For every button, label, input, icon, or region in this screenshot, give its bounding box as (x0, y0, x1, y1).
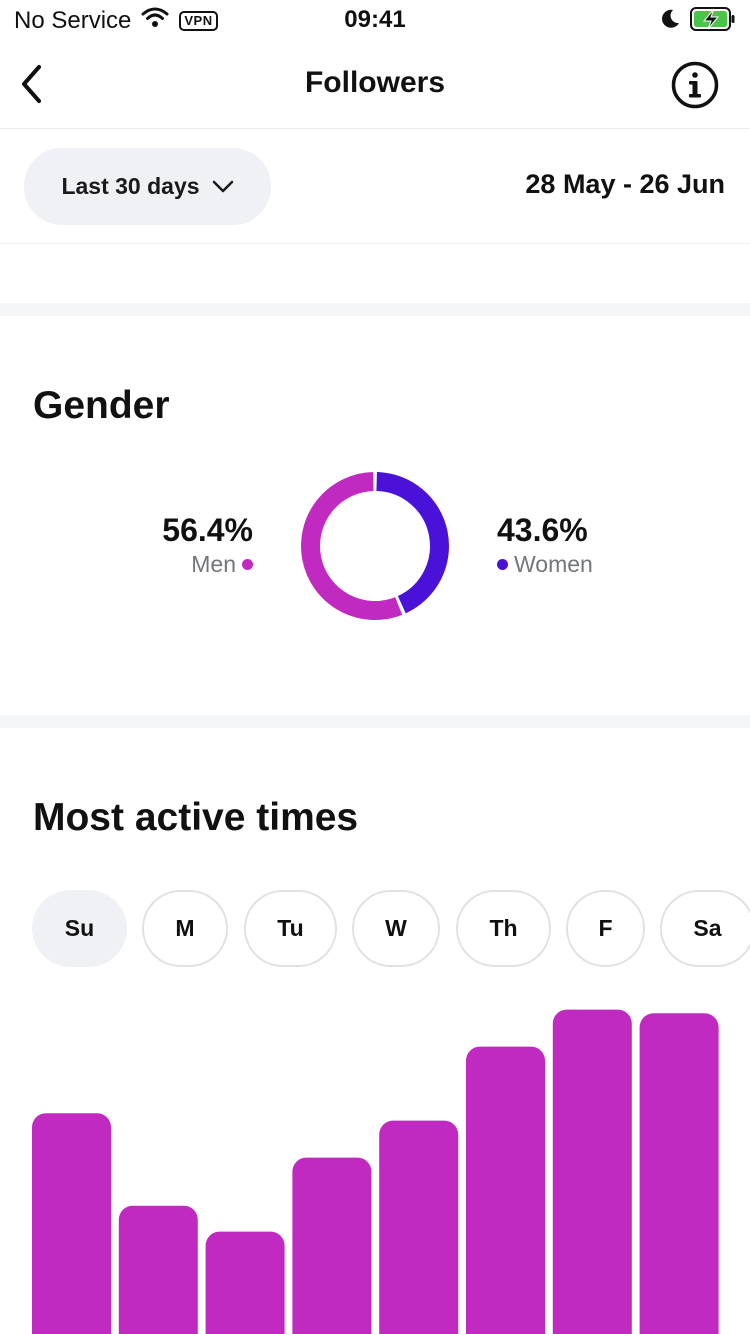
tab-tu[interactable]: Tu (244, 890, 337, 967)
women-label: Women (514, 551, 593, 577)
day-tabs: Su M Tu W Th F Sa (0, 890, 750, 968)
bar-4 (292, 1157, 372, 1334)
page-title: Followers (304, 66, 446, 99)
tab-su[interactable]: Su (32, 890, 127, 967)
men-percent: 56.4% (162, 512, 253, 548)
bar-7 (552, 1009, 632, 1334)
active-times-title: Most active times (33, 796, 359, 839)
men-label: Men (191, 551, 236, 577)
women-percent: 43.6% (497, 512, 588, 548)
tab-f[interactable]: F (566, 890, 645, 967)
date-range-text: 28 May - 26 Jun (525, 169, 725, 199)
women-dot (497, 559, 508, 570)
carrier-text: No Service (14, 6, 132, 34)
vpn-badge: VPN (179, 10, 218, 31)
status-right (660, 7, 736, 36)
women-legend: Women (497, 551, 593, 578)
men-legend: Men (162, 551, 253, 578)
bar-3 (205, 1231, 285, 1334)
battery-charging-icon (690, 7, 736, 36)
tab-m[interactable]: M (142, 890, 228, 967)
bar-1 (32, 1113, 111, 1334)
men-dot (242, 559, 253, 570)
section-divider (0, 715, 750, 728)
filter-row: Last 30 days 28 May - 26 Jun (0, 129, 750, 244)
back-button[interactable] (10, 60, 54, 108)
nav-bar: Followers (0, 40, 750, 129)
chevron-down-icon (212, 180, 233, 192)
men-slice (301, 472, 403, 620)
wifi-icon (141, 6, 169, 35)
info-button[interactable] (670, 60, 720, 110)
info-icon (671, 61, 719, 109)
gender-donut-chart (301, 472, 449, 620)
status-bar: No Service VPN 09:41 (0, 0, 750, 40)
section-divider (0, 303, 750, 316)
bar-5 (379, 1120, 459, 1334)
bar-6 (466, 1046, 545, 1334)
chevron-left-icon (22, 65, 41, 103)
bar-2 (118, 1205, 198, 1334)
tab-th[interactable]: Th (456, 890, 551, 967)
women-slice (376, 472, 449, 614)
status-left: No Service VPN (14, 6, 218, 35)
active-times-bar-chart (32, 1009, 719, 1334)
bar-8 (639, 1013, 719, 1334)
date-range-dropdown[interactable]: Last 30 days (24, 148, 271, 225)
women-stat: 43.6% Women (497, 512, 593, 578)
men-stat: 56.4% Men (162, 512, 253, 578)
moon-icon (660, 8, 680, 35)
date-range-dropdown-label: Last 30 days (61, 173, 200, 199)
tab-w[interactable]: W (352, 890, 440, 967)
tab-sa[interactable]: Sa (660, 890, 750, 967)
gender-title: Gender (33, 384, 170, 427)
